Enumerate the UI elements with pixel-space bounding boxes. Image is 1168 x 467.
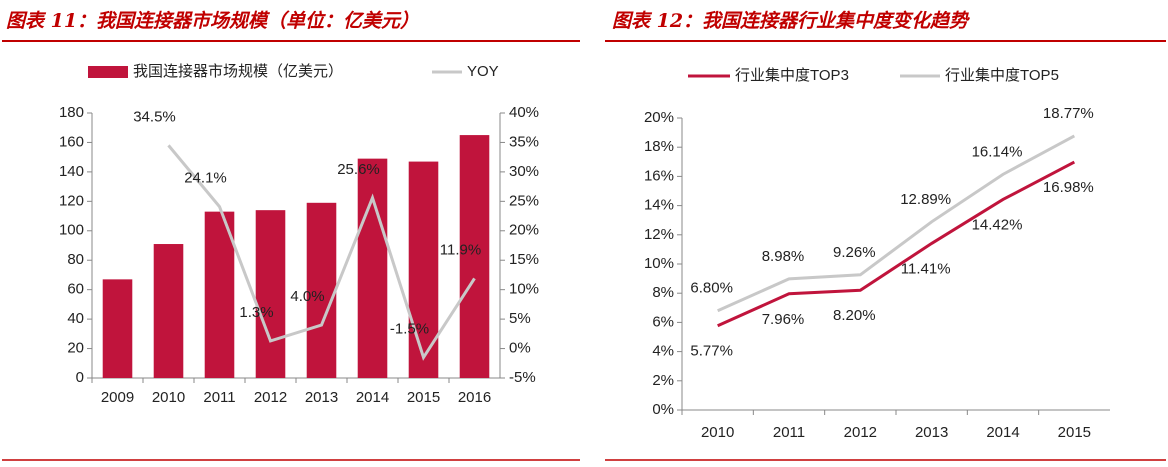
x-tick-label: 2012 (844, 424, 877, 441)
legend-label: 行业集中度TOP3 (735, 67, 849, 84)
line (167, 144, 476, 361)
chart-title: 图表 11：我国连接器市场规模（单位：亿美元） (6, 10, 419, 32)
x-tick-label: 2011 (773, 424, 805, 441)
y-tick-label: 10% (644, 255, 674, 272)
y-tick-label: 2% (652, 372, 674, 389)
data-label: 8.20% (833, 307, 876, 324)
y2-tick-label: 20% (509, 222, 539, 239)
data-label: 16.14% (972, 143, 1023, 160)
y-tick-label: 20% (644, 109, 674, 126)
legend-swatch (88, 66, 128, 78)
y-tick-label: 18% (644, 138, 674, 155)
y-tick-label: 180 (59, 104, 84, 121)
y-tick-label: 60 (67, 281, 84, 298)
bar (255, 210, 286, 378)
y-tick-label: 0% (652, 401, 674, 418)
y2-tick-label: 40% (509, 104, 539, 121)
y-tick-label: 8% (652, 284, 674, 301)
data-label: 7.96% (762, 311, 805, 328)
y-tick-label: 6% (652, 313, 674, 330)
y-tick-label: 14% (644, 197, 674, 214)
y2-tick-label: 35% (509, 133, 539, 150)
x-tick-label: 2011 (203, 389, 235, 406)
x-tick-label: 2010 (701, 424, 734, 441)
data-label: 4.0% (290, 288, 324, 305)
y-tick-label: 20 (67, 340, 84, 357)
x-tick-label: 2013 (305, 389, 338, 406)
line (717, 160, 1076, 328)
y-tick-label: 4% (652, 343, 674, 360)
data-label: 11.9% (440, 241, 481, 258)
y2-tick-label: 10% (509, 281, 539, 298)
x-tick-label: 2016 (458, 389, 491, 406)
y2-tick-label: 15% (509, 251, 539, 268)
x-tick-label: 2014 (356, 389, 389, 406)
data-label: -1.5% (390, 320, 429, 337)
x-tick-label: 2012 (254, 389, 287, 406)
x-tick-label: 2014 (986, 424, 1019, 441)
y-tick-label: 160 (59, 133, 84, 150)
x-tick-label: 2013 (915, 424, 948, 441)
bar (357, 158, 388, 378)
y2-tick-label: 25% (509, 192, 539, 209)
data-label: 1.3% (239, 304, 273, 321)
bar (204, 211, 235, 378)
y-tick-label: 80 (67, 251, 84, 268)
bar (102, 279, 133, 378)
bar (306, 202, 337, 378)
y-tick-label: 140 (59, 163, 84, 180)
y-tick-label: 16% (644, 167, 674, 184)
data-label: 18.77% (1043, 105, 1094, 122)
y-tick-label: 100 (59, 222, 84, 239)
data-label: 6.80% (690, 280, 733, 297)
x-tick-label: 2009 (101, 389, 134, 406)
bar (153, 244, 184, 378)
data-label: 16.98% (1043, 179, 1094, 196)
line (717, 134, 1076, 313)
y-tick-label: 120 (59, 192, 84, 209)
chart-title: 图表 12：我国连接器行业集中度变化趋势 (612, 10, 971, 32)
y2-tick-label: 0% (509, 340, 531, 357)
bar (408, 161, 439, 378)
legend-label: 行业集中度TOP5 (945, 67, 1059, 84)
legend-label: 我国连接器市场规模（亿美元） (133, 63, 343, 80)
x-tick-label: 2015 (1058, 424, 1091, 441)
y2-tick-label: 30% (509, 163, 539, 180)
x-tick-label: 2010 (152, 389, 185, 406)
x-tick-label: 2015 (407, 389, 440, 406)
data-label: 34.5% (133, 108, 176, 125)
data-label: 14.42% (972, 216, 1023, 233)
legend-label: YOY (467, 63, 499, 80)
data-label: 9.26% (833, 244, 876, 261)
data-label: 12.89% (900, 191, 951, 208)
y2-tick-label: -5% (509, 369, 536, 386)
data-label: 5.77% (690, 343, 733, 360)
data-label: 24.1% (184, 170, 227, 187)
y-tick-label: 0 (76, 369, 84, 386)
bar (459, 135, 490, 378)
y-tick-label: 12% (644, 226, 674, 243)
y2-tick-label: 5% (509, 310, 531, 327)
data-label: 11.41% (901, 260, 951, 277)
data-label: 8.98% (762, 248, 805, 265)
y-tick-label: 40 (67, 310, 84, 327)
data-label: 25.6% (337, 161, 380, 178)
